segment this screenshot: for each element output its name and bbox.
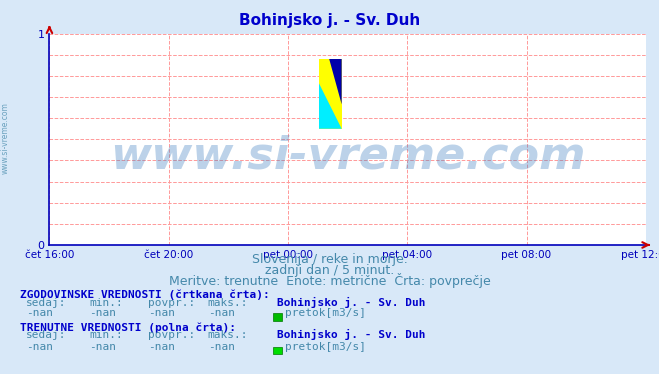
Text: povpr.:: povpr.:: [148, 330, 196, 340]
Text: povpr.:: povpr.:: [148, 298, 196, 307]
Text: -nan: -nan: [148, 308, 175, 318]
Text: maks.:: maks.:: [208, 330, 248, 340]
Text: maks.:: maks.:: [208, 298, 248, 307]
Text: www.si-vreme.com: www.si-vreme.com: [110, 135, 585, 178]
Bar: [319, 59, 341, 129]
Text: -nan: -nan: [26, 342, 53, 352]
Text: -nan: -nan: [89, 342, 116, 352]
Text: www.si-vreme.com: www.si-vreme.com: [1, 102, 10, 174]
Text: -nan: -nan: [26, 308, 53, 318]
Text: pretok[m3/s]: pretok[m3/s]: [285, 308, 366, 318]
Text: -nan: -nan: [148, 342, 175, 352]
Text: sedaj:: sedaj:: [26, 298, 67, 307]
Polygon shape: [319, 83, 341, 129]
Text: -nan: -nan: [208, 308, 235, 318]
Text: Meritve: trenutne  Enote: metrične  Črta: povprečje: Meritve: trenutne Enote: metrične Črta: …: [169, 273, 490, 288]
Text: min.:: min.:: [89, 298, 123, 307]
Text: Bohinjsko j. - Sv. Duh: Bohinjsko j. - Sv. Duh: [277, 329, 425, 340]
Text: pretok[m3/s]: pretok[m3/s]: [285, 342, 366, 352]
Text: zadnji dan / 5 minut.: zadnji dan / 5 minut.: [265, 264, 394, 276]
Polygon shape: [330, 59, 341, 104]
Text: Bohinjsko j. - Sv. Duh: Bohinjsko j. - Sv. Duh: [239, 13, 420, 28]
Text: -nan: -nan: [208, 342, 235, 352]
Text: Slovenija / reke in morje.: Slovenija / reke in morje.: [252, 254, 407, 266]
Text: -nan: -nan: [89, 308, 116, 318]
Text: TRENUTNE VREDNOSTI (polna črta):: TRENUTNE VREDNOSTI (polna črta):: [20, 322, 236, 333]
Text: ZGODOVINSKE VREDNOSTI (črtkana črta):: ZGODOVINSKE VREDNOSTI (črtkana črta):: [20, 289, 270, 300]
Text: sedaj:: sedaj:: [26, 330, 67, 340]
Text: min.:: min.:: [89, 330, 123, 340]
Text: Bohinjsko j. - Sv. Duh: Bohinjsko j. - Sv. Duh: [277, 297, 425, 307]
